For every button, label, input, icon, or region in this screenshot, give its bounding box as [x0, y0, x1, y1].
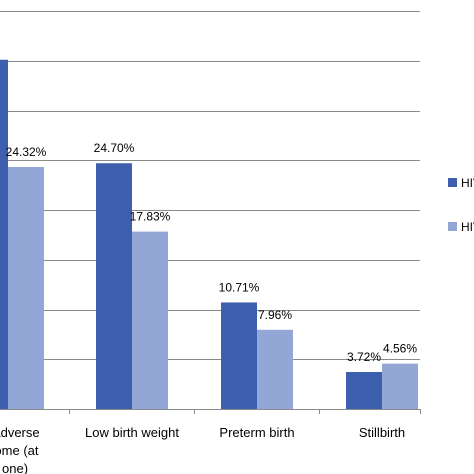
x-tick-label: Preterm birth: [219, 425, 294, 440]
bar-series-2-3: [257, 329, 293, 409]
bar-series-1-2: [96, 163, 132, 409]
data-label: 4.56%: [383, 342, 417, 356]
x-tick-label: ...tcome (at: [0, 443, 39, 458]
x-tick-label: ...it adverse: [0, 425, 40, 440]
x-tick-label: Stillbirth: [359, 425, 405, 440]
grid-lines: [0, 11, 420, 360]
x-tick-label: Low birth weight: [85, 425, 179, 440]
legend: HIV HIV: [448, 176, 474, 234]
bar-series-2-1: [8, 167, 44, 409]
legend-label: HIV: [461, 220, 474, 234]
data-label: 7.96%: [258, 308, 292, 322]
bar-series-1-4: [346, 371, 382, 409]
legend-swatch: [448, 222, 457, 231]
data-label: 24.70%: [94, 141, 135, 155]
legend-label: HIV: [461, 176, 474, 190]
data-label: 10.71%: [219, 280, 260, 294]
legend-swatch: [448, 178, 457, 187]
bars: [0, 59, 418, 409]
data-label: 17.83%: [130, 210, 171, 224]
bar-series-1-1: [0, 59, 8, 409]
x-tick-label: ...t one): [0, 461, 28, 474]
x-axis: ...it adverse ...tcome (at ...t one) Low bi…: [0, 409, 421, 474]
bar-series-2-2: [132, 231, 168, 409]
data-labels: %24.70%10.71%3.72%24.32%17.83%7.96%4.56%: [6, 141, 418, 364]
bar-series-1-3: [221, 302, 257, 409]
data-label: 3.72%: [347, 350, 381, 364]
data-label: 24.32%: [6, 145, 47, 159]
bar-series-2-4: [382, 363, 418, 409]
